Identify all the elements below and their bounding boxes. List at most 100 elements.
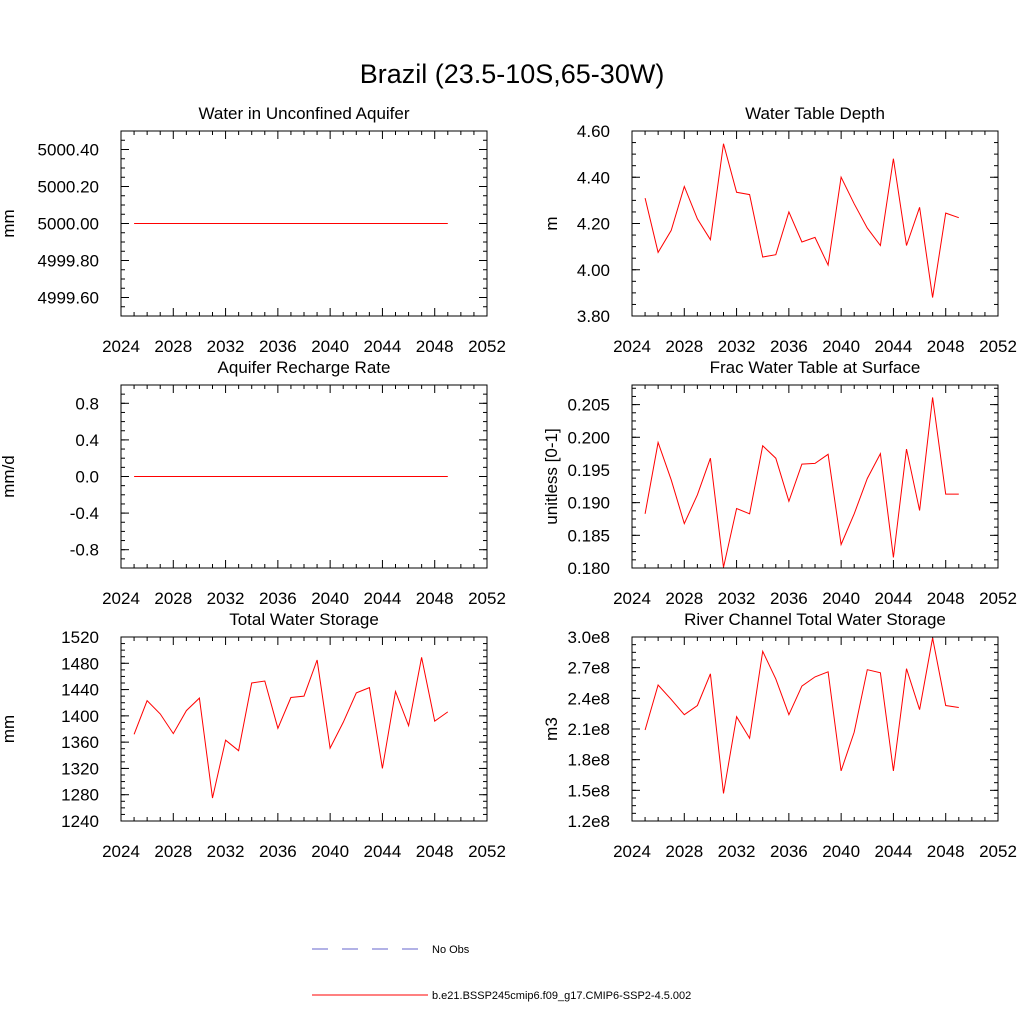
x-tick-label: 2024 xyxy=(613,589,651,608)
y-tick-label: 4.00 xyxy=(577,261,610,280)
x-tick-label: 2036 xyxy=(770,337,808,356)
x-tick-label: 2052 xyxy=(979,842,1017,861)
chart-panel-1: Water in Unconfined Aquifer 2024 2028 2032 2… xyxy=(0,104,506,356)
chart-title: Frac Water Table at Surface xyxy=(710,358,921,377)
x-tick-label: 2044 xyxy=(875,842,913,861)
x-tick-label: 2040 xyxy=(822,589,860,608)
page-title: Brazil (23.5-10S,65-30W) xyxy=(360,59,665,89)
y-axis-label: m xyxy=(542,216,561,230)
x-tick-label: 2052 xyxy=(468,337,506,356)
x-tick-label: 2052 xyxy=(979,337,1017,356)
y-tick-label: -0.4 xyxy=(70,504,99,523)
y-tick-label: 0.190 xyxy=(567,494,610,513)
x-tick-label: 2044 xyxy=(364,337,402,356)
y-tick-label: 1280 xyxy=(61,786,99,805)
x-tick-label: 2036 xyxy=(259,589,297,608)
plot-frame xyxy=(631,130,999,317)
x-tick-label: 2028 xyxy=(665,589,703,608)
x-tick-label: 2048 xyxy=(416,337,454,356)
y-axis-label: mm/d xyxy=(0,455,18,498)
y-axis-label: mm xyxy=(0,209,18,237)
x-tick-label: 2036 xyxy=(770,842,808,861)
x-tick-label: 2048 xyxy=(927,589,965,608)
x-tick-label: 2044 xyxy=(875,589,913,608)
x-tick-label: 2024 xyxy=(102,337,140,356)
y-tick-label: 4.40 xyxy=(577,168,610,187)
x-tick-label: 2040 xyxy=(822,337,860,356)
x-tick-label: 2040 xyxy=(311,589,349,608)
series-line xyxy=(644,143,959,298)
y-tick-label: 0.200 xyxy=(567,428,610,447)
y-tick-label: 1.8e8 xyxy=(567,751,610,770)
y-tick-label: 1.2e8 xyxy=(567,812,610,831)
y-tick-label: 0.185 xyxy=(567,526,610,545)
x-tick-label: 2032 xyxy=(718,589,756,608)
chart-title: Total Water Storage xyxy=(229,610,379,629)
y-tick-label: 2.1e8 xyxy=(567,720,610,739)
x-tick-label: 2032 xyxy=(207,337,245,356)
y-tick-label: 0.8 xyxy=(75,394,99,413)
y-tick-label: 5000.00 xyxy=(38,215,99,234)
y-tick-label: 2.7e8 xyxy=(567,659,610,678)
y-tick-label: 1520 xyxy=(61,628,99,647)
x-tick-label: 2040 xyxy=(311,842,349,861)
y-tick-label: 4999.60 xyxy=(38,289,99,308)
y-tick-label: 0.180 xyxy=(567,559,610,578)
x-tick-label: 2028 xyxy=(665,842,703,861)
chart-title: Water in Unconfined Aquifer xyxy=(198,104,409,123)
legend-obs-label: No Obs xyxy=(432,944,470,956)
x-tick-label: 2048 xyxy=(927,337,965,356)
y-tick-label: 1400 xyxy=(61,707,99,726)
x-tick-label: 2032 xyxy=(718,337,756,356)
y-tick-label: 1320 xyxy=(61,759,99,778)
x-tick-label: 2032 xyxy=(718,842,756,861)
y-tick-label: 4.20 xyxy=(577,215,610,234)
y-tick-label: 0.0 xyxy=(75,468,99,487)
y-tick-label: 4999.80 xyxy=(38,252,99,271)
x-tick-label: 2048 xyxy=(416,842,454,861)
x-tick-label: 2028 xyxy=(154,842,192,861)
x-tick-label: 2040 xyxy=(311,337,349,356)
chart-panel-6: River Channel Total Water Storage 2024 202… xyxy=(542,610,1017,861)
y-tick-label: 1240 xyxy=(61,812,99,831)
legend-model-label: b.e21.BSSP245cmip6.f09_g17.CMIP6-SSP2-4.… xyxy=(432,990,691,1002)
x-tick-label: 2048 xyxy=(927,842,965,861)
series-line xyxy=(644,397,959,568)
y-tick-label: 1480 xyxy=(61,654,99,673)
y-axis-label: m3 xyxy=(542,717,561,741)
x-tick-label: 2024 xyxy=(613,842,651,861)
y-tick-label: 1440 xyxy=(61,681,99,700)
plot-frame xyxy=(631,636,999,822)
x-tick-label: 2036 xyxy=(259,337,297,356)
x-tick-label: 2048 xyxy=(416,589,454,608)
x-tick-label: 2044 xyxy=(875,337,913,356)
y-tick-label: 0.195 xyxy=(567,461,610,480)
x-tick-label: 2024 xyxy=(613,337,651,356)
x-tick-label: 2028 xyxy=(154,337,192,356)
chart-panel-2: Water Table Depth 2024 2028 2032 2036 2040 204… xyxy=(542,104,1017,356)
x-tick-label: 2028 xyxy=(154,589,192,608)
x-tick-label: 2028 xyxy=(665,337,703,356)
chart-panels: Water in Unconfined Aquifer 2024 2028 2032 2… xyxy=(0,104,1017,861)
y-tick-label: 0.4 xyxy=(75,431,99,450)
x-tick-label: 2036 xyxy=(770,589,808,608)
series-line xyxy=(133,657,449,799)
chart-title: Aquifer Recharge Rate xyxy=(218,358,391,377)
x-tick-label: 2040 xyxy=(822,842,860,861)
y-tick-label: 2.4e8 xyxy=(567,689,610,708)
y-tick-label: -0.8 xyxy=(70,541,99,560)
series-line xyxy=(644,637,959,794)
y-tick-label: 1.5e8 xyxy=(567,781,610,800)
y-tick-label: 1360 xyxy=(61,733,99,752)
chart-panel-5: Total Water Storage 2024 2028 2032 2036 2040 2… xyxy=(0,610,506,861)
x-tick-label: 2032 xyxy=(207,589,245,608)
x-tick-label: 2052 xyxy=(468,842,506,861)
y-axis-label: unitless [0-1] xyxy=(542,428,561,524)
chart-panel-4: Frac Water Table at Surface 2024 2028 2032 2… xyxy=(542,358,1017,608)
x-tick-label: 2044 xyxy=(364,842,402,861)
x-tick-label: 2052 xyxy=(979,589,1017,608)
x-tick-label: 2036 xyxy=(259,842,297,861)
y-tick-label: 0.205 xyxy=(567,396,610,415)
chart-title: River Channel Total Water Storage xyxy=(684,610,946,629)
